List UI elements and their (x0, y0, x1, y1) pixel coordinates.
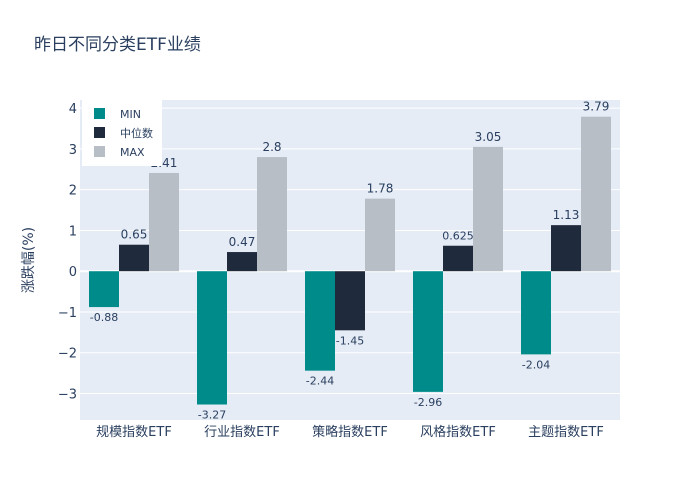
y-tick-label: 1 (69, 224, 77, 239)
bar-中位数-3 (443, 245, 473, 272)
data-label: -2.04 (522, 358, 550, 371)
legend-label: MIN (120, 108, 141, 121)
x-category-label: 风格指数ETF (420, 424, 496, 440)
y-tick-label: 4 (69, 102, 77, 117)
data-label: 1.13 (553, 208, 580, 222)
bar-中位数-1 (227, 252, 257, 272)
data-labels: -0.880.652.41-3.270.472.8-2.44-1.451.78-… (90, 100, 610, 422)
legend-swatch-1 (94, 127, 105, 138)
data-label: 0.47 (229, 235, 256, 249)
data-label: -1.45 (336, 334, 364, 347)
bar-MAX-0 (149, 172, 179, 272)
legend-label: 中位数 (120, 126, 153, 140)
y-tick-label: 0 (69, 265, 77, 280)
bar-MAX-2 (365, 198, 395, 272)
y-tick-label: 2 (69, 184, 77, 199)
x-category-label: 规模指数ETF (96, 425, 172, 440)
x-axis-categories: 规模指数ETF 行业指数ETF 策略指数ETF 风格指数ETF 主题指数ETF (96, 424, 604, 440)
bars (89, 116, 611, 405)
bar-MIN-2 (305, 271, 335, 371)
legend-swatch-2 (94, 146, 105, 157)
bar-MIN-1 (197, 271, 227, 405)
data-label: -3.27 (198, 409, 226, 422)
bar-中位数-4 (551, 225, 581, 272)
bar-MAX-4 (581, 116, 611, 272)
y-axis-label: 涨跌幅(%) (21, 227, 37, 293)
y-tick-label: −2 (58, 347, 77, 362)
bar-MIN-0 (89, 271, 119, 308)
x-category-label: 行业指数ETF (204, 425, 280, 440)
data-label: 3.79 (583, 100, 610, 114)
chart-title: 昨日不同分类ETF业绩 (34, 35, 201, 55)
data-label: 1.78 (367, 182, 394, 196)
y-tick-label: −1 (58, 306, 77, 321)
y-tick-label: 3 (69, 143, 77, 158)
data-label: 0.625 (442, 230, 474, 243)
bar-MIN-3 (413, 271, 443, 392)
data-label: -2.44 (306, 375, 334, 388)
legend: MIN 中位数 MAX (82, 100, 162, 166)
bar-MIN-4 (521, 271, 551, 355)
legend-label: MAX (120, 146, 145, 159)
y-tick-label: −3 (58, 388, 77, 403)
x-category-label: 主题指数ETF (528, 425, 604, 440)
data-label: -2.96 (414, 396, 442, 409)
bar-中位数-0 (119, 244, 149, 272)
bar-MAX-3 (473, 146, 503, 272)
data-label: -0.88 (90, 311, 118, 324)
legend-swatch-0 (94, 108, 105, 119)
data-label: 0.65 (121, 228, 148, 242)
bar-MAX-1 (257, 157, 287, 272)
data-label: 3.05 (475, 130, 502, 144)
y-axis-ticks: −3 −2 −1 0 1 2 3 4 (58, 102, 77, 402)
x-category-label: 策略指数ETF (312, 424, 388, 440)
bar-中位数-2 (335, 271, 365, 331)
data-label: 2.8 (262, 140, 281, 154)
